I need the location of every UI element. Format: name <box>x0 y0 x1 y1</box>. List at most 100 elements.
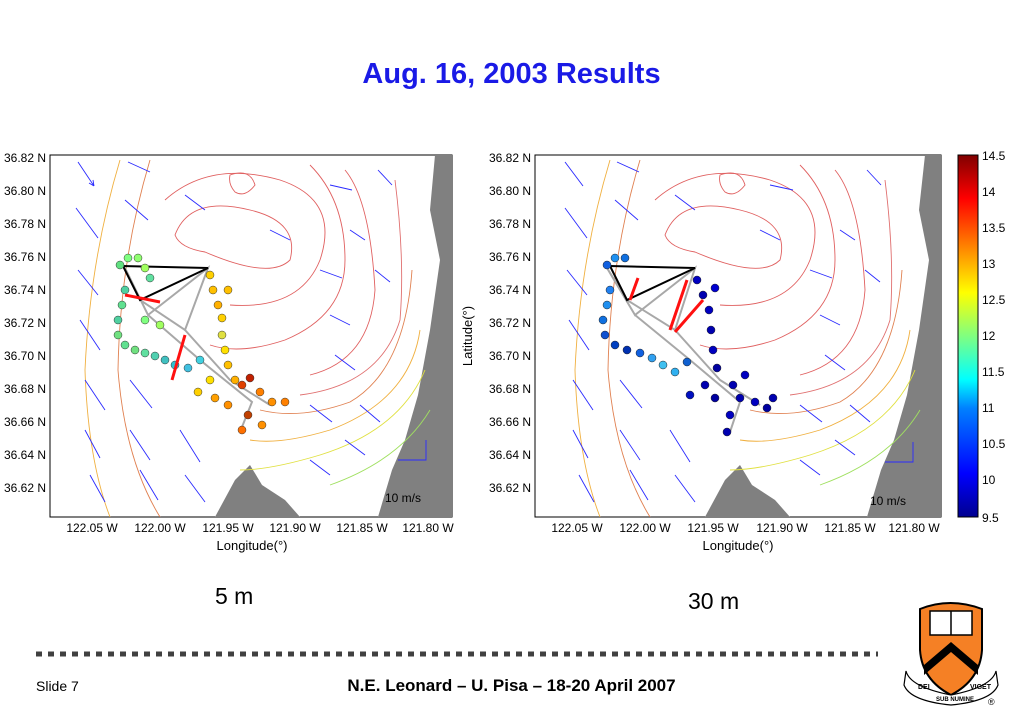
current-arrow <box>84 429 101 459</box>
contour-line <box>729 369 916 471</box>
seal-ribbon <box>903 670 999 706</box>
seal-chevron <box>924 642 978 675</box>
sample-dot <box>213 300 223 310</box>
x-tick-label: 122.00 W <box>619 521 671 535</box>
colorbar-tick-label: 10 <box>982 473 996 487</box>
contour-line <box>117 159 161 517</box>
current-arrow <box>184 474 206 503</box>
colorbar-tick-label: 12.5 <box>982 293 1006 307</box>
sample-dot <box>706 325 716 335</box>
current-arrow <box>564 161 584 187</box>
colorbar-tick-label: 9.5 <box>982 511 999 525</box>
sample-dot <box>255 387 265 397</box>
current-arrow <box>849 404 871 423</box>
colorbar-tick-label: 13.5 <box>982 221 1006 235</box>
contour-line <box>299 179 403 396</box>
current-arrow <box>334 354 356 371</box>
y-tick-label: 36.74 N <box>489 283 531 297</box>
formation-arrow <box>124 293 161 304</box>
current-arrow <box>809 269 833 279</box>
current-arrow <box>184 194 206 211</box>
current-arrow <box>578 474 595 503</box>
y-tick-label: 36.80 N <box>489 184 531 198</box>
x-tick-label: 121.90 W <box>756 521 808 535</box>
y-tick-label: 36.62 N <box>489 481 531 495</box>
contour-line <box>749 269 903 414</box>
sample-dot <box>750 397 760 407</box>
sample-dot <box>205 270 215 280</box>
y-tick-label: 36.72 N <box>489 316 531 330</box>
contour-line <box>249 329 421 442</box>
formation-triangle <box>121 264 209 302</box>
seal-ribbon-left: DEI <box>918 684 930 691</box>
sample-dot <box>237 425 247 435</box>
x-axis: 122.05 W 122.00 W 121.95 W 121.90 W 121.… <box>551 521 940 535</box>
land-mass <box>867 155 941 517</box>
contour-line <box>329 409 431 486</box>
sample-dot <box>647 353 657 363</box>
sample-dot <box>685 390 695 400</box>
contour-line <box>654 172 816 306</box>
sample-dot <box>620 253 630 263</box>
x-tick-label: 121.85 W <box>824 521 876 535</box>
seal-ribbon-right: VIGET <box>970 684 992 691</box>
sample-dot <box>605 285 615 295</box>
current-arrow <box>819 314 841 326</box>
x-axis-label: Longitude(°) <box>217 538 288 553</box>
current-arrow <box>377 169 393 186</box>
caption-left: 5 m <box>215 583 254 609</box>
sample-dot <box>230 375 240 385</box>
sample-dot <box>700 380 710 390</box>
current-arrow <box>309 459 331 476</box>
y-axis: 36.82 N 36.80 N 36.78 N 36.76 N 36.74 N … <box>489 151 531 495</box>
sample-dot <box>704 305 714 315</box>
y-axis-label: Latitude(°) <box>460 306 475 366</box>
sample-dot <box>698 290 708 300</box>
sample-dot <box>710 393 720 403</box>
slide-number: Slide 7 <box>36 678 79 694</box>
sample-dot <box>140 263 150 273</box>
sample-dot <box>712 363 722 373</box>
y-tick-label: 36.70 N <box>4 349 46 363</box>
colorbar-gradient <box>957 154 979 518</box>
contour-line <box>799 169 866 376</box>
footer-citation: N.E. Leonard – U. Pisa – 18-20 April 200… <box>347 676 676 695</box>
plot-frame <box>49 154 453 518</box>
sample-dot <box>223 285 233 295</box>
sample-dot <box>658 360 668 370</box>
sample-dot <box>622 345 632 355</box>
x-tick-label: 121.80 W <box>402 521 454 535</box>
current-arrow <box>759 229 781 241</box>
x-axis: 122.05 W 122.00 W 121.95 W 121.90 W 121.… <box>66 521 454 535</box>
current-arrow <box>568 319 590 351</box>
sample-dot <box>145 273 155 283</box>
current-arrow <box>77 269 99 296</box>
y-tick-label: 36.66 N <box>4 415 46 429</box>
x-tick-label: 121.95 W <box>687 521 739 535</box>
current-arrow <box>834 439 856 456</box>
colorbar: 14.5 14 13.5 13 12.5 12 11.5 11 10.5 10 … <box>957 149 1006 525</box>
slide-title: Aug. 16, 2003 Results <box>362 58 661 90</box>
sample-dot <box>223 400 233 410</box>
colorbar-tick-label: 10.5 <box>982 437 1006 451</box>
right-map-panel: 10 m/s 36.82 N 36.80 N 36.78 N 36.76 N 3… <box>460 151 942 553</box>
sample-dot <box>217 330 227 340</box>
y-tick-label: 36.64 N <box>4 448 46 462</box>
current-arrow <box>799 404 823 423</box>
scale-arrow <box>885 442 914 463</box>
sample-dot <box>692 275 702 285</box>
current-arrow <box>84 379 106 411</box>
sample-dot <box>768 393 778 403</box>
sample-dot <box>257 420 267 430</box>
y-tick-label: 36.80 N <box>4 184 46 198</box>
contour-line <box>239 369 426 471</box>
y-tick-label: 36.68 N <box>4 382 46 396</box>
sample-dot <box>150 351 160 361</box>
sample-dot <box>610 340 620 350</box>
sample-dot <box>762 403 772 413</box>
y-tick-label: 36.62 N <box>4 481 46 495</box>
scale-label: 10 m/s <box>870 494 906 508</box>
sample-dot <box>140 348 150 358</box>
sample-dot <box>113 315 123 325</box>
current-arrow <box>669 429 691 463</box>
